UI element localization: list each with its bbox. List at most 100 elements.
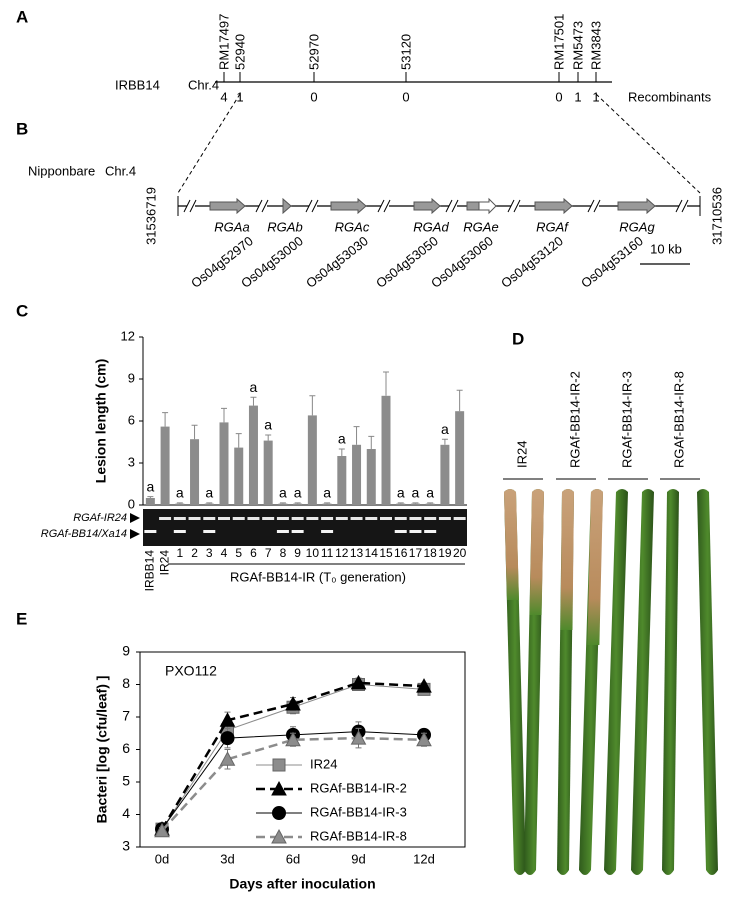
significance-label: a <box>294 485 302 501</box>
marker-name: 53120 <box>398 34 413 70</box>
y-tick-label: 9 <box>122 643 130 659</box>
marker-name: RM17497 <box>216 14 231 70</box>
bar <box>293 503 303 505</box>
gel-band <box>276 517 289 520</box>
x-tick-label: 7 <box>265 546 272 560</box>
x-tick-label: 20 <box>453 546 467 560</box>
gel-band <box>306 517 319 520</box>
x-tick-label: IR24 <box>157 550 171 576</box>
recombinant-count: 0 <box>555 89 562 104</box>
gene-arrow <box>617 197 656 215</box>
x-tick-label: 8 <box>280 546 287 560</box>
photo-label: IR24 <box>514 441 529 468</box>
y-tick-label: 5 <box>122 773 130 789</box>
marker-name: 52970 <box>306 34 321 70</box>
break-mark <box>675 199 683 213</box>
gel-band <box>453 517 466 520</box>
bar <box>307 415 317 505</box>
gel-band <box>159 517 172 520</box>
error-bar <box>294 502 301 504</box>
break-gap <box>187 200 195 212</box>
error-bar <box>441 438 448 445</box>
significance-label: a <box>205 485 213 501</box>
gene-arrow <box>209 197 246 215</box>
significance-label: a <box>323 485 331 501</box>
x-tick-label: 15 <box>379 546 393 560</box>
x-tick-label: 1 <box>176 546 183 560</box>
gel-band <box>203 517 216 520</box>
error-bar <box>309 395 316 416</box>
bar <box>440 444 450 505</box>
break-gap <box>309 200 317 212</box>
bar <box>175 503 185 505</box>
error-bar <box>324 502 331 504</box>
bar <box>410 503 420 505</box>
significance-label: a <box>412 485 420 501</box>
band-label: RGAf-BB14/Xa14 <box>41 528 127 540</box>
break-mark <box>587 199 595 213</box>
y-tick-label: 4 <box>122 805 130 821</box>
significance-label: a <box>397 485 405 501</box>
leaf-photo <box>504 489 718 875</box>
significance-label: a <box>338 431 346 447</box>
point <box>416 731 432 747</box>
gel-band <box>291 517 304 520</box>
y-tick-label: 8 <box>122 675 130 691</box>
y-tick-label: 3 <box>128 454 135 469</box>
lesion <box>587 489 603 645</box>
gene-locus: Os04g53120 <box>498 233 566 291</box>
lesion <box>529 489 544 615</box>
gene-arrow <box>534 197 573 215</box>
annotation: PXO112 <box>165 663 217 679</box>
gene-name: RGAe <box>463 219 498 234</box>
bar <box>234 447 244 505</box>
gel-band <box>218 517 230 520</box>
panel-label: B <box>16 119 28 138</box>
break-mark <box>311 199 319 213</box>
y-tick-label: 3 <box>122 838 130 854</box>
photo-label: RGAf-BB14-IR-2 <box>567 371 582 468</box>
marker-name: RM5473 <box>570 21 585 70</box>
recombinant-count: 4 <box>220 89 227 104</box>
gene-name: RGAc <box>335 219 370 234</box>
gel-band <box>438 517 451 520</box>
bar <box>337 456 347 505</box>
gel-arrow <box>130 529 140 539</box>
group-label: RGAf-BB14-IR (T₀ generation) <box>230 569 406 584</box>
gel-band <box>188 517 201 520</box>
line-name: IRBB14 <box>115 77 160 92</box>
x-tick-label: 4 <box>221 546 228 560</box>
y-axis-label: Bacteri [log (cfu/leaf) ] <box>94 676 110 824</box>
break-mark <box>383 199 391 213</box>
gel-band <box>409 517 422 520</box>
break-gap <box>381 200 389 212</box>
y-tick-label: 12 <box>121 328 135 343</box>
lesion <box>504 489 519 600</box>
break-gap <box>511 200 519 212</box>
recombinant-count: 1 <box>592 89 599 104</box>
gel-image <box>143 509 467 546</box>
panel-label: D <box>512 329 524 348</box>
zoom-line <box>177 93 241 194</box>
break-gap <box>679 200 687 212</box>
y-tick-label: 0 <box>128 496 135 511</box>
error-bar <box>176 502 183 504</box>
x-tick-label: 9d <box>351 851 365 866</box>
error-bar <box>427 502 434 504</box>
y-tick-label: 7 <box>122 708 130 724</box>
legend-label: RGAf-BB14-IR-2 <box>310 780 407 795</box>
error-bar <box>265 434 272 441</box>
break-mark <box>513 199 521 213</box>
gel-band <box>321 530 334 533</box>
leaf <box>604 489 628 875</box>
x-tick-label: 0d <box>155 851 169 866</box>
x-tick-label: 17 <box>409 546 423 560</box>
gel-band <box>276 530 289 533</box>
x-tick-label: 3d <box>220 851 234 866</box>
bar <box>455 411 465 505</box>
scale-label: 10 kb <box>650 241 682 256</box>
gel-band <box>350 517 363 520</box>
error-bar <box>368 435 375 449</box>
gene-arrow <box>413 197 441 215</box>
gel-band <box>409 530 422 533</box>
